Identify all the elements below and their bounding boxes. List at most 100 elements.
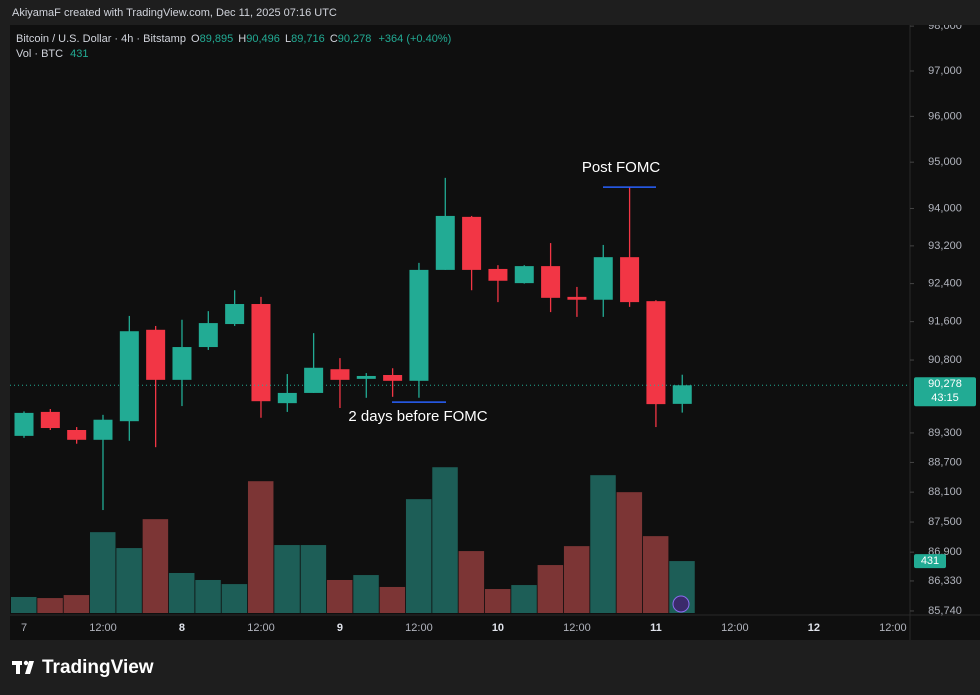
x-tick-label: 12:00 [721, 622, 749, 634]
volume-bar [274, 545, 300, 613]
last-price-box [914, 377, 976, 407]
symbol: Bitcoin / U.S. Dollar · 4h · Bitstamp [16, 33, 186, 45]
volume-bar [379, 586, 406, 613]
candle-body [488, 268, 508, 281]
y-tick-label: 91,600 [928, 316, 962, 328]
y-tick-label: 97,000 [928, 65, 962, 77]
candle-body [409, 269, 429, 381]
y-tick-label: 87,500 [928, 516, 962, 528]
x-tick-label: 12:00 [879, 622, 907, 634]
volume-bar [563, 546, 590, 613]
legend-key: Vol · BTC [16, 48, 63, 60]
candle-body [277, 392, 297, 404]
credit: AkiyamaF created with TradingView.com, D… [12, 7, 337, 19]
volume-bar [458, 551, 485, 613]
brand: TradingView [42, 657, 154, 678]
candle-body [330, 369, 350, 380]
y-tick-label: 93,200 [928, 240, 962, 252]
volume-bar [195, 579, 221, 613]
y-tick-label: 90,800 [928, 354, 962, 366]
candle-body [67, 429, 87, 440]
volume-bar [537, 565, 564, 613]
candle-body [435, 215, 455, 270]
volume-label: 431 [921, 555, 939, 567]
y-tick-label: 95,000 [928, 156, 962, 168]
volume-bar [405, 499, 432, 613]
candle-body [119, 331, 139, 422]
candle-body [14, 412, 34, 436]
x-tick-label: 12:00 [405, 622, 433, 634]
logo-icon [12, 660, 34, 674]
volume-bar [511, 585, 537, 613]
candle-body [383, 375, 403, 381]
event-icon [672, 595, 690, 613]
legend-value: 89,716 [291, 33, 325, 45]
countdown: 43:15 [931, 392, 959, 404]
volume-bar [116, 548, 142, 613]
chart-pane [10, 25, 980, 640]
volume-bar [168, 573, 195, 613]
y-tick-label: 85,740 [928, 605, 962, 617]
volume-bar [221, 584, 248, 613]
legend-value: 90,278 [338, 33, 372, 45]
y-tick-label: 96,000 [928, 110, 962, 122]
candle-body [356, 375, 376, 379]
x-tick-label: 8 [179, 622, 185, 634]
annotation-text: Post FOMC [582, 159, 661, 176]
legend-value: 90,496 [246, 33, 280, 45]
x-tick-label: 10 [492, 622, 504, 634]
y-tick-label: 94,000 [928, 202, 962, 214]
candle-body [225, 304, 245, 325]
volume-bar [142, 519, 169, 613]
volume-bar [247, 481, 274, 613]
volume-bar [89, 532, 116, 613]
last-price-label: 90,278 [928, 378, 962, 390]
candle-body [567, 296, 587, 300]
legend-value: 89,895 [200, 33, 234, 45]
candle-body [541, 266, 561, 298]
y-tick-label: 86,330 [928, 575, 962, 587]
volume-bar [642, 536, 669, 613]
volume-bar [326, 579, 353, 613]
top-bar [0, 0, 980, 25]
volume-legend: Vol · BTC 431 [16, 48, 89, 60]
volume-bar [616, 492, 643, 613]
candle-body [462, 216, 482, 270]
legend-key: C [330, 33, 338, 45]
candle-body [646, 301, 666, 405]
plot: 98,00097,00096,00095,00094,00093,20092,4… [10, 20, 976, 634]
candle-body [93, 419, 113, 440]
candle-body [251, 304, 271, 402]
y-tick-label: 92,400 [928, 278, 962, 290]
candle-body [146, 329, 166, 380]
x-tick-label: 12 [808, 622, 820, 634]
candle-body [514, 266, 534, 284]
volume-bar [37, 598, 63, 613]
candle-body [672, 385, 692, 404]
volume-bar [432, 467, 458, 613]
volume-bar [590, 475, 616, 613]
legend-key: H [238, 33, 246, 45]
y-tick-label: 89,300 [928, 427, 962, 439]
bottom-bar [0, 641, 980, 695]
candle-body [620, 257, 640, 303]
x-tick-label: 9 [337, 622, 343, 634]
x-tick-label: 12:00 [247, 622, 275, 634]
legend-key: L [285, 33, 291, 45]
legend-change: +364 (+0.40%) [378, 33, 451, 45]
candle-body [304, 367, 324, 393]
annotation-text: 2 days before FOMC [348, 408, 487, 425]
volume-bar [63, 595, 90, 613]
x-tick-label: 12:00 [563, 622, 591, 634]
volume-bar [300, 545, 327, 613]
x-tick-label: 11 [650, 622, 662, 634]
volume-label-box [914, 554, 946, 569]
x-tick-label: 7 [21, 622, 27, 634]
candle-body [198, 323, 218, 348]
x-tick-label: 12:00 [89, 622, 117, 634]
volume-bar [353, 575, 379, 613]
legend-key: O [191, 33, 200, 45]
legend-value: 431 [70, 48, 88, 60]
candle-body [593, 257, 613, 300]
